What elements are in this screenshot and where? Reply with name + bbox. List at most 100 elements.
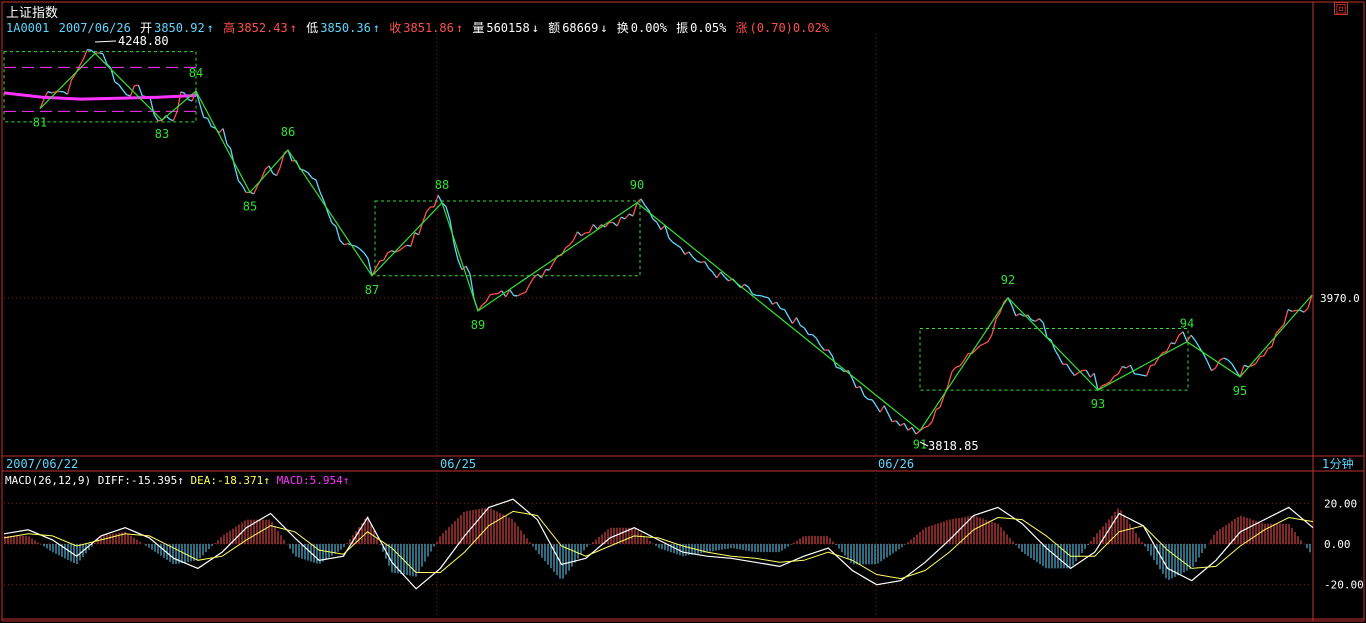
- price-segment: [1206, 361, 1213, 371]
- window-restore-icon[interactable]: 回: [1334, 2, 1348, 16]
- price-segment: [565, 244, 570, 249]
- price-segment: [319, 191, 325, 202]
- price-segment: [521, 291, 526, 295]
- index-code: 1A0001: [6, 21, 50, 35]
- high-price-marker: 4248.80: [118, 34, 169, 48]
- price-segment: [70, 73, 76, 81]
- price-segment: [1050, 339, 1056, 351]
- price-segment: [815, 337, 821, 346]
- low-marker-leader: [919, 441, 929, 447]
- price-segment: [1058, 356, 1064, 365]
- price-segment: [1031, 319, 1036, 322]
- price-segment: [987, 334, 993, 343]
- price-segment: [572, 231, 578, 241]
- time-tick-label: 2007/06/22: [6, 457, 78, 471]
- price-segment: [975, 345, 981, 351]
- wave-label: 91: [913, 438, 927, 452]
- price-segment: [668, 237, 674, 243]
- price-segment: [839, 367, 845, 373]
- price-segment: [1255, 356, 1261, 364]
- price-segment: [1134, 373, 1139, 376]
- price-segment: [505, 289, 511, 298]
- price-segment: [1038, 318, 1044, 324]
- price-segment: [672, 241, 678, 246]
- price-segment: [87, 49, 92, 51]
- price-segment: [497, 290, 503, 295]
- price-segment: [775, 301, 782, 310]
- price-segment: [465, 265, 471, 275]
- price-segment: [800, 324, 805, 329]
- price-segment: [1113, 373, 1119, 377]
- macd-tick-label: 0.00: [1324, 538, 1351, 551]
- price-segment: [379, 259, 384, 262]
- macd-name: MACD(26,12,9): [5, 474, 92, 487]
- price-segment: [469, 273, 475, 299]
- close-label: 收: [389, 21, 402, 35]
- price-segment: [772, 301, 777, 305]
- price-segment: [991, 318, 997, 335]
- price-segment: [375, 260, 381, 269]
- price-segment: [983, 341, 989, 345]
- macd-diff: DIFF:-15.395: [97, 474, 178, 487]
- low-value: 3850.36: [320, 21, 371, 35]
- low-arrow-icon: ↑: [372, 21, 381, 35]
- price-segment: [1170, 342, 1176, 345]
- turnover-value: 0.00%: [630, 21, 667, 35]
- consolidation-box: [919, 328, 1189, 391]
- price-segment: [339, 239, 345, 246]
- price-segment: [1109, 375, 1115, 383]
- price-axis: 3970.0: [1320, 292, 1360, 305]
- price-segment: [1105, 381, 1111, 385]
- price-segment: [82, 49, 88, 60]
- macd-tick-label: 20.00: [1324, 497, 1357, 510]
- macd-info-bar: MACD(26,12,9) DIFF:-15.395↑ DEA:-18.371↑…: [5, 474, 349, 487]
- consolidation-boxes: [3, 51, 1189, 391]
- wave-label: 92: [1001, 273, 1015, 287]
- macd-value: MACD:5.954: [276, 474, 343, 487]
- close-value: 3851.86: [403, 21, 454, 35]
- wave-label: 81: [33, 116, 47, 130]
- price-segment: [656, 222, 662, 231]
- price-segment: [425, 206, 431, 213]
- low-price-marker: 3818.85: [928, 439, 979, 453]
- price-segment: [592, 224, 598, 230]
- price-segment: [226, 143, 232, 150]
- price-annotations: 4248.80 3818.85: [94, 34, 979, 453]
- price-segment: [819, 344, 825, 351]
- price-segment: [1122, 365, 1127, 369]
- price-segment: [233, 166, 240, 181]
- wave-label: 94: [1180, 317, 1194, 331]
- price-segment: [979, 343, 985, 347]
- price-segment: [272, 172, 277, 177]
- price-segment: [1291, 309, 1297, 312]
- price-segment: [207, 118, 212, 127]
- open-value: 3850.92: [154, 21, 205, 35]
- price-line-series[interactable]: [39, 49, 1313, 435]
- price-segment: [959, 360, 965, 367]
- price-segment: [1283, 309, 1289, 325]
- price-segment: [895, 420, 901, 427]
- price-segment: [1182, 331, 1188, 342]
- price-segment: [692, 256, 698, 262]
- price-segment: [644, 205, 650, 212]
- price-segment: [939, 395, 945, 408]
- price-segment: [1089, 372, 1095, 378]
- consolidation-box: [374, 200, 641, 277]
- price-segment: [859, 386, 865, 397]
- wave-label: 90: [630, 178, 644, 192]
- amplitude-label: 振: [676, 21, 689, 35]
- price-segment: [1251, 362, 1257, 367]
- price-segment: [203, 116, 208, 119]
- price-segment: [1125, 364, 1131, 369]
- price-segment: [1275, 328, 1281, 334]
- open-arrow-icon: ↑: [206, 21, 214, 35]
- time-axis: 2007/06/22 06/25 06/26 1分钟: [6, 456, 1354, 471]
- low-label: 低: [306, 21, 319, 35]
- price-segment: [712, 271, 718, 279]
- price-segment: [66, 79, 73, 95]
- price-segment: [963, 353, 969, 361]
- price-segment: [153, 114, 159, 122]
